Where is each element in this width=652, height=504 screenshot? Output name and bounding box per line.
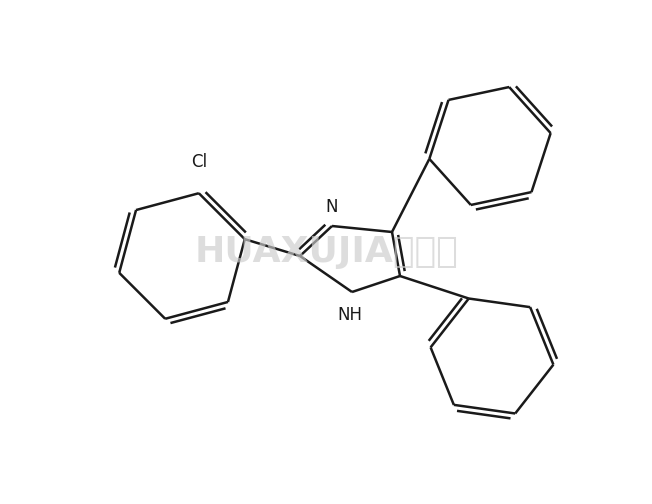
Text: N: N [326,198,338,216]
Text: HUAXUJIA化学加: HUAXUJIA化学加 [194,235,458,269]
Text: Cl: Cl [191,153,207,171]
Text: NH: NH [338,306,363,324]
